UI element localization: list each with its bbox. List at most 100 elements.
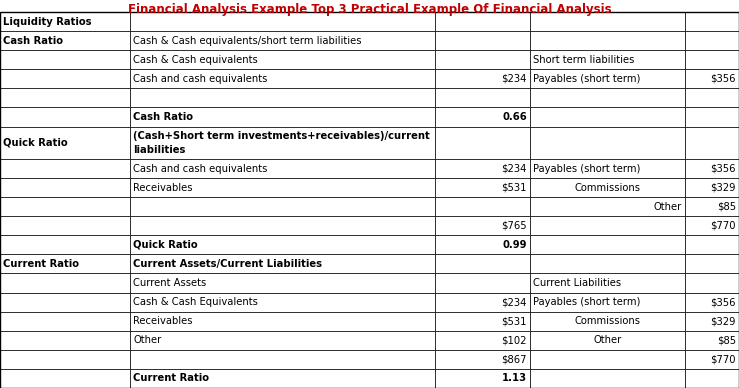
Text: $867: $867 xyxy=(502,354,527,364)
Bar xyxy=(435,274,530,293)
Text: Cash & Cash equivalents/short term liabilities: Cash & Cash equivalents/short term liabi… xyxy=(133,36,361,46)
Bar xyxy=(0,69,130,88)
Bar xyxy=(130,312,435,331)
Text: $356: $356 xyxy=(710,163,736,173)
Bar xyxy=(530,126,685,159)
Text: Liquidity Ratios: Liquidity Ratios xyxy=(3,17,92,26)
Bar xyxy=(530,178,685,197)
Bar xyxy=(0,331,130,350)
Bar xyxy=(0,159,130,178)
Text: Receivables: Receivables xyxy=(133,316,192,326)
Bar xyxy=(530,331,685,350)
Text: $234: $234 xyxy=(502,163,527,173)
Bar xyxy=(0,350,130,369)
Bar xyxy=(685,255,739,274)
Bar xyxy=(130,274,435,293)
Text: $765: $765 xyxy=(501,221,527,231)
Bar xyxy=(435,31,530,50)
Bar xyxy=(130,69,435,88)
Text: $329: $329 xyxy=(710,183,736,192)
Text: Payables (short term): Payables (short term) xyxy=(533,74,641,84)
Text: Current Ratio: Current Ratio xyxy=(133,374,209,383)
Text: Payables (short term): Payables (short term) xyxy=(533,163,641,173)
Bar xyxy=(130,126,435,159)
Bar xyxy=(435,350,530,369)
Text: (Cash+Short term investments+receivables)/current: (Cash+Short term investments+receivables… xyxy=(133,131,430,140)
Bar xyxy=(435,12,530,31)
Text: Cash Ratio: Cash Ratio xyxy=(133,112,193,122)
Bar xyxy=(530,159,685,178)
Text: $356: $356 xyxy=(710,297,736,307)
Bar xyxy=(530,312,685,331)
Bar xyxy=(530,255,685,274)
Bar xyxy=(530,350,685,369)
Text: Cash and cash equivalents: Cash and cash equivalents xyxy=(133,74,268,84)
Bar xyxy=(0,107,130,126)
Bar xyxy=(685,350,739,369)
Bar xyxy=(130,350,435,369)
Text: Commissions: Commissions xyxy=(574,316,641,326)
Bar xyxy=(530,69,685,88)
Bar xyxy=(0,178,130,197)
Bar xyxy=(685,107,739,126)
Bar xyxy=(530,293,685,312)
Bar xyxy=(435,197,530,216)
Bar xyxy=(435,69,530,88)
Text: Receivables: Receivables xyxy=(133,183,192,192)
Text: Current Ratio: Current Ratio xyxy=(3,259,79,269)
Text: Quick Ratio: Quick Ratio xyxy=(133,240,197,250)
Bar xyxy=(0,12,130,31)
Text: Current Assets: Current Assets xyxy=(133,278,206,288)
Bar xyxy=(685,312,739,331)
Bar xyxy=(0,255,130,274)
Bar xyxy=(530,12,685,31)
Bar xyxy=(130,31,435,50)
Text: $770: $770 xyxy=(710,221,736,231)
Bar xyxy=(530,369,685,388)
Text: $234: $234 xyxy=(502,297,527,307)
Text: Current Assets/Current Liabilities: Current Assets/Current Liabilities xyxy=(133,259,322,269)
Bar xyxy=(0,235,130,255)
Bar xyxy=(130,107,435,126)
Bar xyxy=(685,126,739,159)
Bar xyxy=(130,178,435,197)
Text: Cash and cash equivalents: Cash and cash equivalents xyxy=(133,163,268,173)
Text: Short term liabilities: Short term liabilities xyxy=(533,55,634,65)
Bar xyxy=(530,50,685,69)
Bar xyxy=(685,50,739,69)
Bar xyxy=(0,312,130,331)
Text: $531: $531 xyxy=(502,183,527,192)
Bar xyxy=(685,235,739,255)
Bar xyxy=(0,88,130,107)
Text: Quick Ratio: Quick Ratio xyxy=(3,138,68,148)
Bar xyxy=(130,235,435,255)
Bar xyxy=(435,235,530,255)
Bar xyxy=(435,216,530,235)
Bar xyxy=(685,293,739,312)
Text: Other: Other xyxy=(133,335,161,345)
Text: Payables (short term): Payables (short term) xyxy=(533,297,641,307)
Bar xyxy=(435,369,530,388)
Bar xyxy=(130,12,435,31)
Bar xyxy=(435,255,530,274)
Bar xyxy=(530,31,685,50)
Text: Other: Other xyxy=(654,202,682,212)
Text: Other: Other xyxy=(593,335,621,345)
Text: liabilities: liabilities xyxy=(133,145,185,155)
Bar xyxy=(130,216,435,235)
Bar xyxy=(530,235,685,255)
Text: 1.13: 1.13 xyxy=(502,374,527,383)
Bar xyxy=(435,88,530,107)
Bar xyxy=(0,197,130,216)
Bar xyxy=(685,31,739,50)
Bar xyxy=(435,50,530,69)
Bar xyxy=(0,369,130,388)
Bar xyxy=(685,369,739,388)
Bar xyxy=(0,216,130,235)
Bar xyxy=(0,293,130,312)
Bar xyxy=(130,50,435,69)
Bar xyxy=(130,159,435,178)
Bar xyxy=(435,293,530,312)
Text: Cash & Cash Equivalents: Cash & Cash Equivalents xyxy=(133,297,258,307)
Text: $85: $85 xyxy=(717,335,736,345)
